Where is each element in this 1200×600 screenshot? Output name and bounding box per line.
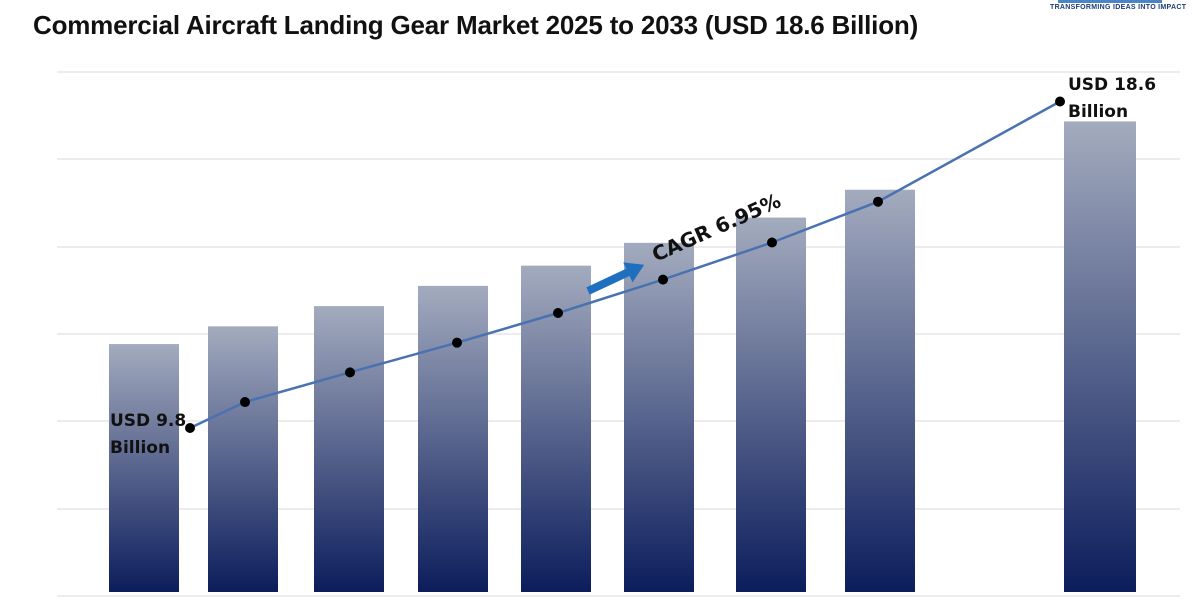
brand-logo: TRANSFORMING IDEAS INTO IMPACT: [1050, 0, 1186, 14]
bar-2027: [314, 306, 384, 592]
end-value-label: USD 18.6: [1068, 75, 1156, 95]
bar-2026: [208, 326, 278, 592]
trend-marker-2027: [345, 367, 355, 378]
trend-marker-2030: [658, 274, 668, 285]
bar-2032: [845, 189, 915, 593]
chart-title: Commercial Aircraft Landing Gear Market …: [33, 10, 919, 40]
logo-tagline: TRANSFORMING IDEAS INTO IMPACT: [1050, 4, 1187, 11]
trend-marker-2033: [1055, 96, 1065, 107]
bar-2033: [1064, 121, 1136, 593]
bar-2025: [109, 344, 179, 592]
trend-markers: [185, 96, 1065, 433]
start-value-label: USD 9.8: [110, 411, 186, 431]
trend-marker-2031: [767, 237, 777, 248]
bar-2031: [736, 217, 806, 592]
end-value-unit: Billion: [1068, 102, 1128, 122]
trend-marker-2028: [452, 337, 462, 348]
logo-mark: [1058, 0, 1162, 3]
trend-marker-2025: [185, 423, 195, 433]
bar-2030: [624, 242, 694, 593]
bars: [109, 121, 1136, 593]
bar-2028: [418, 285, 488, 592]
trend-marker-2029: [553, 307, 563, 318]
cagr-arrow-icon: [586, 262, 645, 295]
start-value-unit: Billion: [110, 438, 170, 458]
trend-marker-2026: [240, 397, 250, 408]
trend-marker-2032: [873, 196, 883, 207]
